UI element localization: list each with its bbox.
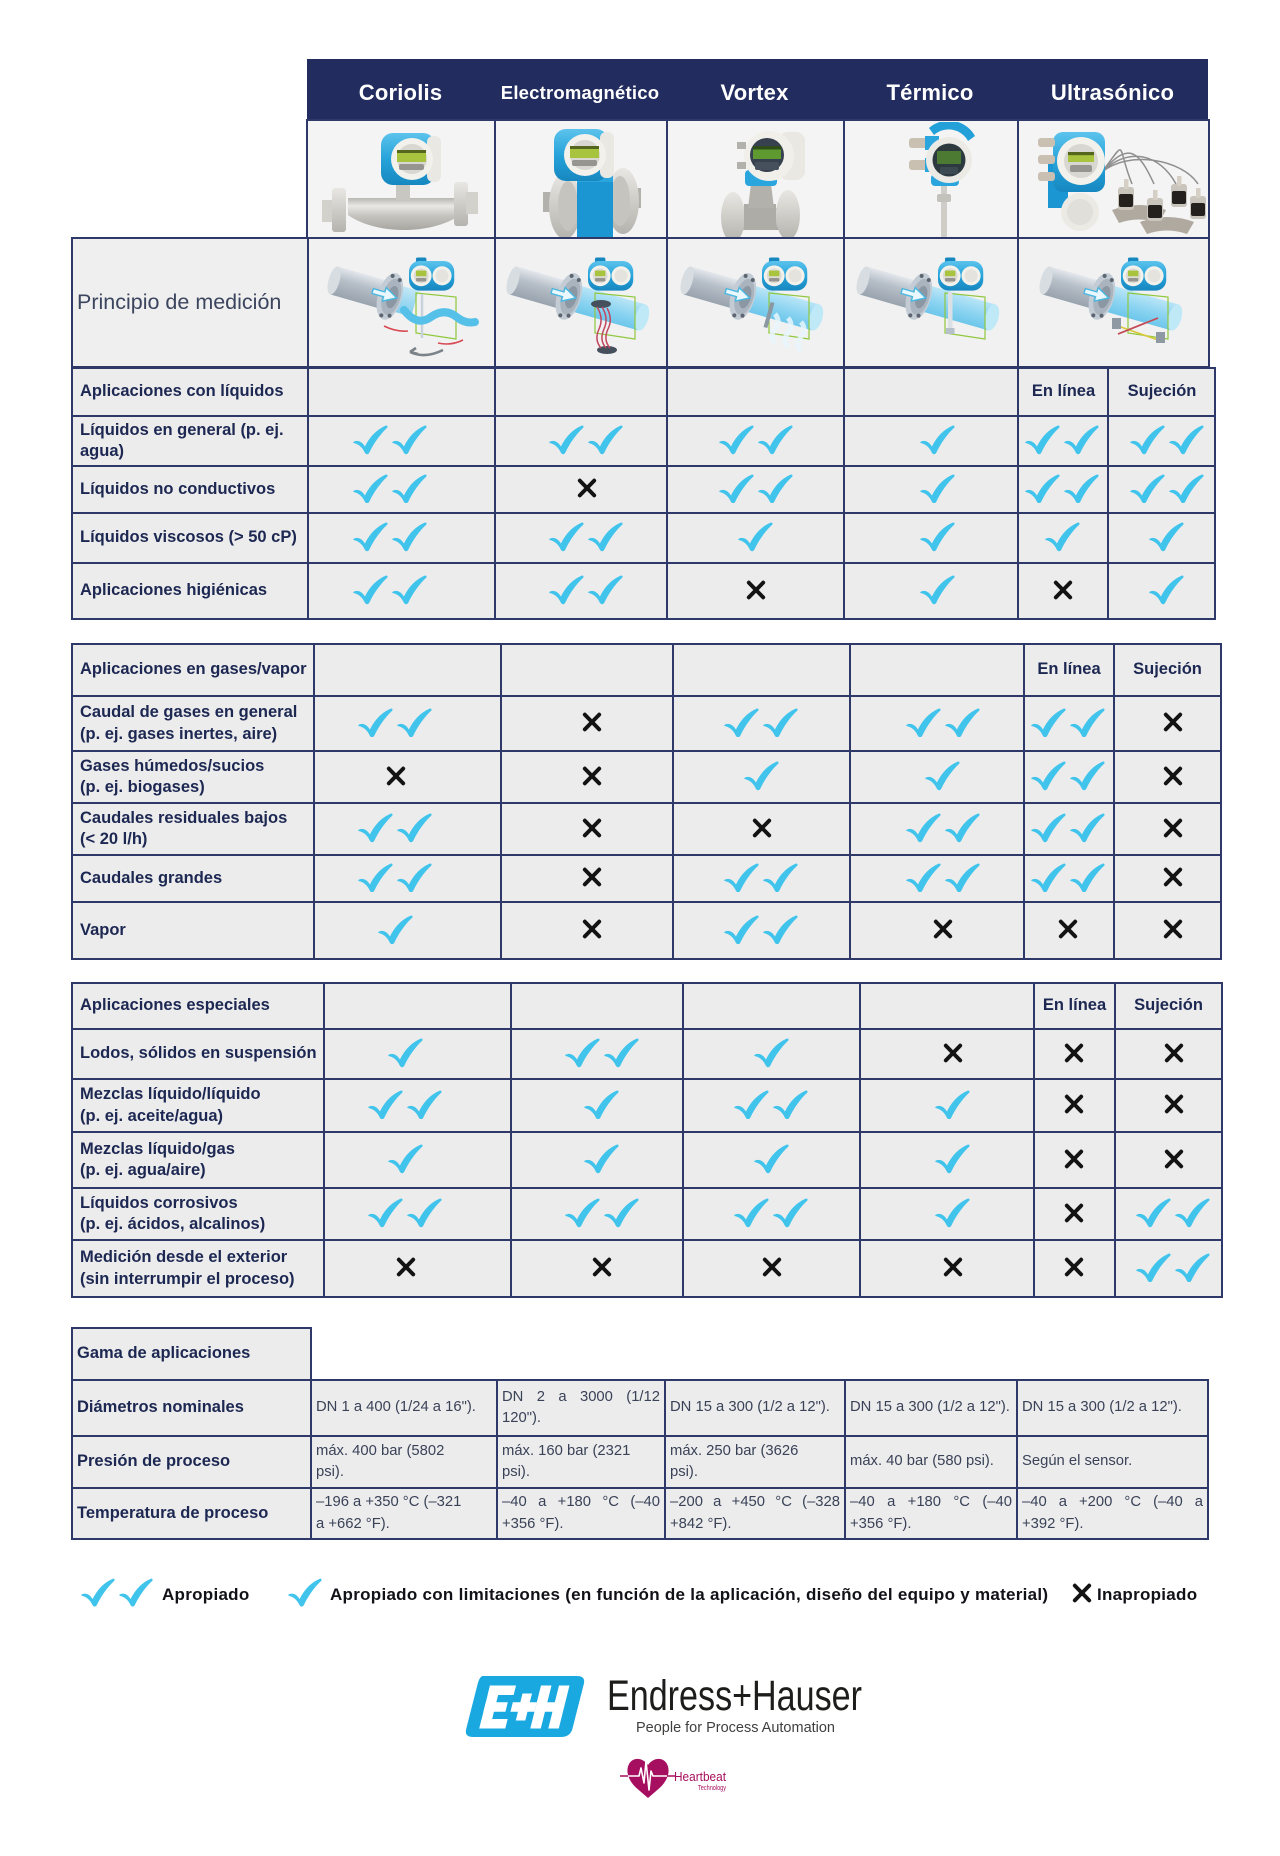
svg-text:Technology: Technology bbox=[698, 1783, 726, 1792]
svg-text:People for Process Automation: People for Process Automation bbox=[636, 1720, 835, 1736]
svg-text:Heartbeat: Heartbeat bbox=[674, 1770, 726, 1784]
svg-text:Endress+Hauser: Endress+Hauser bbox=[607, 1672, 862, 1720]
